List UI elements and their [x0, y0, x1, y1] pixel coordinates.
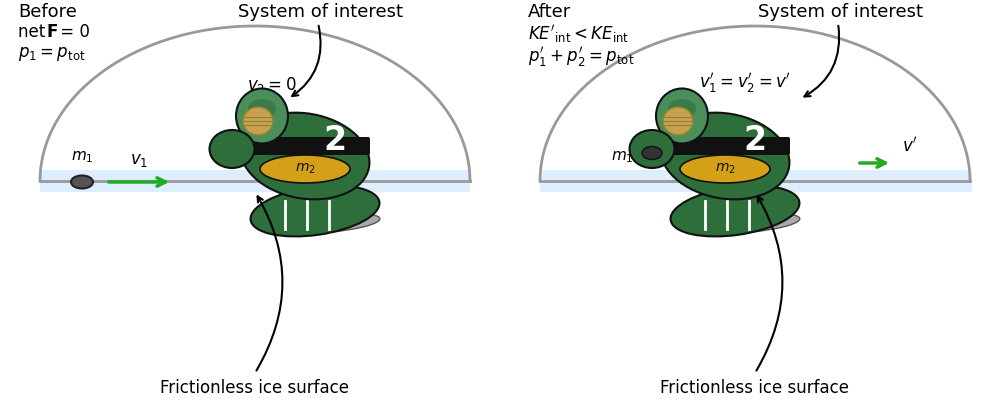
Text: 2: 2 — [323, 125, 347, 157]
Ellipse shape — [661, 113, 789, 199]
Text: System of interest: System of interest — [238, 3, 402, 21]
Text: $m_1$: $m_1$ — [611, 149, 633, 165]
Text: $v'$: $v'$ — [902, 136, 918, 155]
Text: $v_2 = 0$: $v_2 = 0$ — [247, 75, 297, 95]
Text: System of interest: System of interest — [758, 3, 922, 21]
Ellipse shape — [243, 107, 273, 135]
Text: $p_1 = p_{\rm tot}$: $p_1 = p_{\rm tot}$ — [18, 45, 86, 63]
Text: After: After — [528, 3, 571, 21]
FancyBboxPatch shape — [668, 137, 790, 155]
Ellipse shape — [630, 130, 674, 168]
Text: $m_1$: $m_1$ — [71, 149, 93, 165]
Text: 2: 2 — [743, 125, 767, 157]
Ellipse shape — [251, 186, 379, 236]
Text: $m_2$: $m_2$ — [715, 162, 735, 176]
Ellipse shape — [656, 88, 708, 143]
FancyBboxPatch shape — [248, 137, 370, 155]
Text: $m_2$: $m_2$ — [295, 162, 315, 176]
Text: Frictionless ice surface: Frictionless ice surface — [160, 379, 350, 397]
Ellipse shape — [71, 175, 93, 189]
Ellipse shape — [671, 186, 799, 236]
Bar — [40, 170, 470, 192]
Ellipse shape — [236, 88, 288, 143]
Ellipse shape — [642, 146, 662, 159]
Text: $KE'_{\rm int} < KE_{\rm int}$: $KE'_{\rm int} < KE_{\rm int}$ — [528, 23, 629, 45]
Ellipse shape — [260, 155, 350, 183]
Ellipse shape — [668, 99, 696, 119]
Ellipse shape — [680, 155, 770, 183]
Text: F: F — [46, 23, 57, 41]
Ellipse shape — [700, 213, 800, 233]
Text: $v_1$: $v_1$ — [130, 151, 148, 169]
Text: net: net — [18, 23, 50, 41]
Text: = 0: = 0 — [55, 23, 90, 41]
Ellipse shape — [241, 113, 369, 199]
Ellipse shape — [210, 130, 254, 168]
Text: Before: Before — [18, 3, 77, 21]
Ellipse shape — [663, 107, 693, 135]
Ellipse shape — [248, 99, 276, 119]
Bar — [540, 170, 972, 192]
Text: $p_1' + p_2' = p_{\rm tot}$: $p_1' + p_2' = p_{\rm tot}$ — [528, 45, 634, 69]
Ellipse shape — [280, 213, 380, 233]
Text: $v_1' = v_2' = v'$: $v_1' = v_2' = v'$ — [699, 71, 791, 95]
Text: Frictionless ice surface: Frictionless ice surface — [660, 379, 850, 397]
